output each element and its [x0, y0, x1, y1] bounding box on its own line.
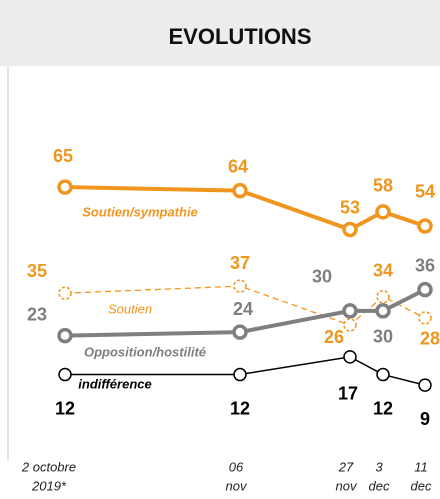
x-tick-label: 11: [414, 459, 428, 474]
point-marker: [58, 367, 72, 382]
series-label: Soutien/sympathie: [82, 204, 198, 219]
data-label: 12: [230, 398, 250, 418]
data-label: 34: [373, 260, 393, 280]
point-marker: [417, 218, 433, 234]
data-label: 30: [373, 327, 393, 347]
data-label: 24: [233, 299, 253, 319]
point-marker: [233, 279, 247, 293]
x-tick-label: dec: [411, 478, 432, 493]
x-tick-label: 2019*: [31, 478, 67, 493]
chart-title: EVOLUTIONS: [168, 24, 311, 49]
data-label: 36: [415, 255, 435, 275]
point-marker: [375, 303, 391, 319]
series-label: indifférence: [78, 376, 151, 391]
point-marker: [376, 289, 390, 304]
x-tick-label: dec: [369, 478, 390, 493]
point-marker: [58, 286, 72, 300]
series-label: Soutien: [108, 301, 152, 316]
point-marker: [342, 303, 358, 319]
point-marker: [375, 204, 391, 220]
x-tick-label: 27: [338, 459, 354, 474]
header: [0, 0, 440, 66]
data-label: 65: [53, 146, 73, 166]
data-label: 35: [27, 261, 47, 281]
point-marker: [418, 311, 432, 325]
data-label: 28: [420, 329, 440, 349]
point-marker: [342, 221, 358, 238]
data-label: 12: [55, 398, 75, 418]
x-tick-label: nov: [336, 478, 358, 493]
point-marker: [57, 327, 73, 344]
data-label: 12: [373, 398, 393, 418]
series-label: Opposition/hostilité: [84, 344, 206, 359]
point-marker: [376, 367, 390, 382]
data-label: 17: [338, 384, 358, 404]
data-label: 37: [230, 253, 250, 273]
data-label: 53: [340, 197, 360, 217]
point-marker: [418, 378, 432, 392]
x-tick-label: 3: [375, 459, 383, 474]
data-label: 23: [27, 304, 47, 324]
x-tick-label: 2 octobre: [21, 459, 76, 474]
x-tick-label: nov: [226, 478, 248, 493]
point-marker: [343, 318, 357, 332]
data-label: 30: [312, 267, 332, 287]
point-marker: [343, 350, 357, 364]
data-label: 58: [373, 176, 393, 196]
data-label: 64: [228, 156, 248, 176]
point-marker: [233, 367, 247, 382]
point-marker: [232, 324, 248, 340]
x-tick-label: 06: [229, 459, 244, 474]
data-label: 54: [415, 182, 435, 202]
point-marker: [232, 182, 248, 199]
data-label: 9: [420, 409, 430, 429]
point-marker: [57, 179, 73, 195]
point-marker: [417, 281, 433, 298]
data-label: 26: [324, 327, 344, 347]
